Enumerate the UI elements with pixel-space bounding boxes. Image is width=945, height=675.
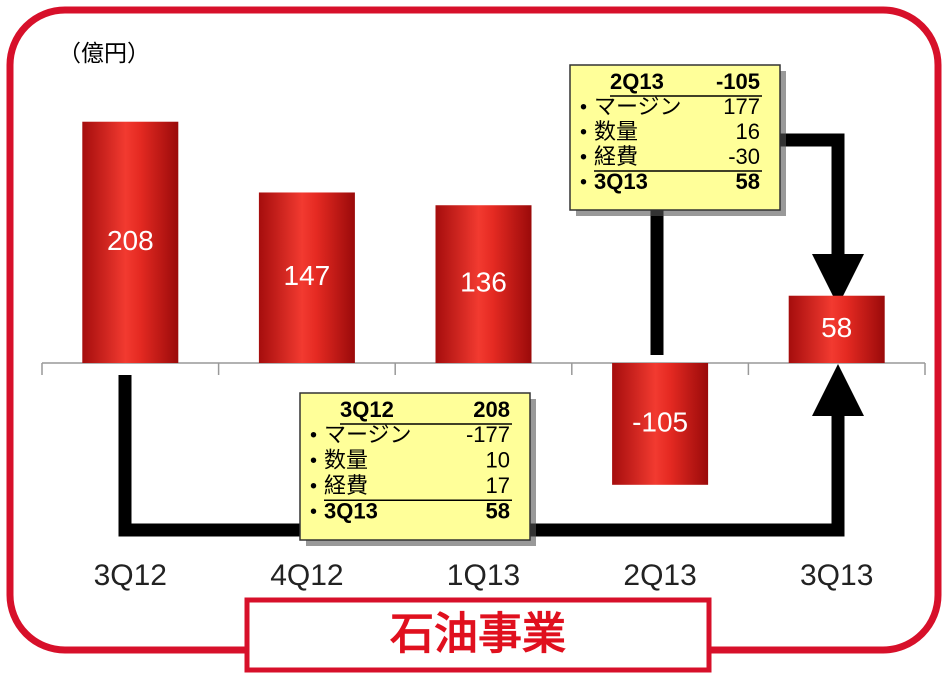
item-label: 経費 xyxy=(594,144,638,169)
x-tick-label: 4Q12 xyxy=(270,559,343,592)
box-header: 2Q13 xyxy=(610,69,664,94)
x-tick-label: 1Q13 xyxy=(447,559,520,592)
x-tick-label: 3Q12 xyxy=(94,559,167,592)
value-label: -105 xyxy=(632,406,688,437)
item-value: 10 xyxy=(486,448,510,473)
bullet: • xyxy=(580,171,587,193)
bar xyxy=(258,192,355,363)
item-label: 数量 xyxy=(594,119,638,144)
value-label: 136 xyxy=(460,267,507,298)
value-label: 147 xyxy=(284,260,331,291)
item-value: 177 xyxy=(723,94,760,119)
title-box xyxy=(244,597,712,673)
item-value: -177 xyxy=(466,422,510,447)
value-label: 58 xyxy=(821,312,852,343)
value-label: 208 xyxy=(107,225,154,256)
item-value: -30 xyxy=(728,144,760,169)
item-label: 経費 xyxy=(324,473,368,498)
bar xyxy=(788,295,885,363)
x-tick-label: 3Q13 xyxy=(800,559,873,592)
x-tick-label: 2Q13 xyxy=(623,559,696,592)
bullet: • xyxy=(310,450,317,472)
unit-label: （億円） xyxy=(58,40,150,66)
box-header-value: -105 xyxy=(716,69,760,94)
box-header: 3Q12 xyxy=(340,397,394,422)
result-label: 3Q13 xyxy=(324,498,378,523)
bullet: • xyxy=(310,475,317,497)
item-label: 数量 xyxy=(324,448,368,473)
bar xyxy=(612,363,709,485)
bullet: • xyxy=(580,96,587,118)
chart-title: 石油事業 xyxy=(390,610,566,659)
result-label: 3Q13 xyxy=(594,169,648,194)
box xyxy=(299,392,531,541)
box xyxy=(569,64,781,211)
result-value: 58 xyxy=(736,169,760,194)
bar xyxy=(435,205,532,363)
bullet: • xyxy=(580,121,587,143)
item-value: 17 xyxy=(486,473,510,498)
item-label: マージン xyxy=(594,94,682,119)
box-header-value: 208 xyxy=(473,397,510,422)
item-value: 16 xyxy=(736,119,760,144)
annotation-box: 2Q13 -105 • マージン 177 • 数量 16 • 経費 -30 • 3Q13 58 xyxy=(569,64,786,216)
bullet: • xyxy=(310,501,317,523)
bullet: • xyxy=(310,425,317,447)
result-value: 58 xyxy=(486,498,510,523)
item-label: マージン xyxy=(324,422,412,447)
bar xyxy=(82,121,179,363)
annotation-box: 3Q12 208 • マージン -177 • 数量 10 • 経費 17 • 3Q13 58 xyxy=(299,392,536,546)
bullet: • xyxy=(580,146,587,168)
